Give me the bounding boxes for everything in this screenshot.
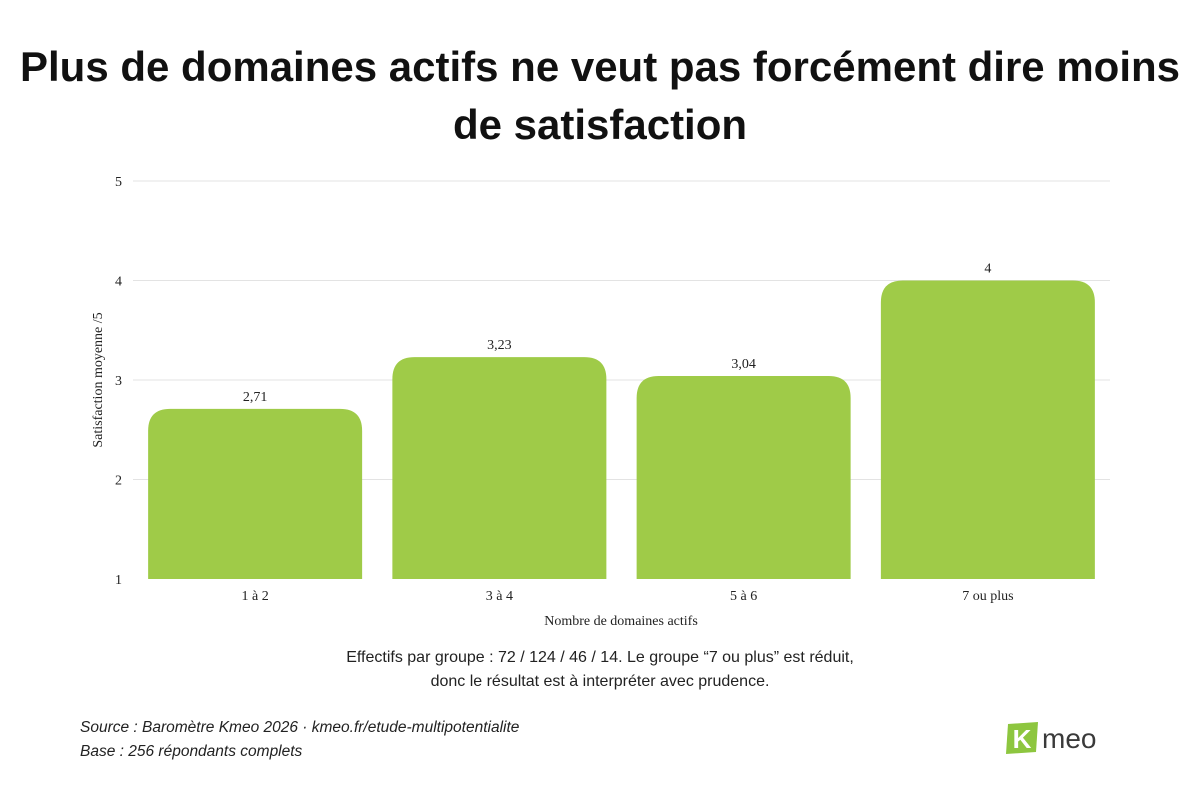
bar-value-label: 2,71 xyxy=(243,390,268,405)
bar-value-label: 3,04 xyxy=(731,357,756,372)
base-line: Base : 256 répondants complets xyxy=(80,743,303,760)
bar-value-label: 4 xyxy=(984,262,991,277)
source-line: Source : Baromètre Kmeo 2026 · kmeo.fr/e… xyxy=(80,719,520,736)
logo-wordmark: meo xyxy=(1042,723,1096,754)
y-tick-label: 2 xyxy=(115,474,122,489)
bar xyxy=(636,376,851,579)
note-line-2: donc le résultat est à interpréter avec … xyxy=(430,673,770,690)
kmeo-logo: K meo xyxy=(1006,722,1096,754)
y-tick-label: 4 xyxy=(115,275,122,290)
source-block: Source : Baromètre Kmeo 2026 · kmeo.fr/e… xyxy=(80,716,519,764)
logo-mark-letter: K xyxy=(1013,724,1032,754)
x-tick-label: 1 à 2 xyxy=(242,589,269,604)
bar xyxy=(392,357,607,579)
y-tick-label: 1 xyxy=(115,573,122,588)
bars xyxy=(148,280,1095,579)
x-tick-label: 5 à 6 xyxy=(730,589,757,604)
x-tick-label: 7 ou plus xyxy=(962,589,1013,604)
chart-title: Plus de domaines actifs ne veut pas forc… xyxy=(20,43,1181,148)
y-tick-label: 3 xyxy=(115,374,122,389)
x-tick-label: 3 à 4 xyxy=(486,589,513,604)
y-axis-title: Satisfaction moyenne /5 xyxy=(91,312,106,447)
bar-value-label: 3,23 xyxy=(487,338,512,353)
logo-mark-icon xyxy=(1006,722,1038,754)
sample-size-note: Effectifs par groupe : 72 / 124 / 46 / 1… xyxy=(200,646,1000,694)
x-axis-title: Nombre de domaines actifs xyxy=(544,614,698,629)
y-tick-label: 5 xyxy=(115,175,122,190)
labels: 1 2 3 4 5 2,71 1 à 2 3,23 3 à 4 3,04 5 à 6 4 7 ou pl… xyxy=(115,175,1014,604)
bar xyxy=(148,408,363,579)
bar xyxy=(880,280,1095,579)
note-line-1: Effectifs par groupe : 72 / 124 / 46 / 1… xyxy=(346,649,854,666)
